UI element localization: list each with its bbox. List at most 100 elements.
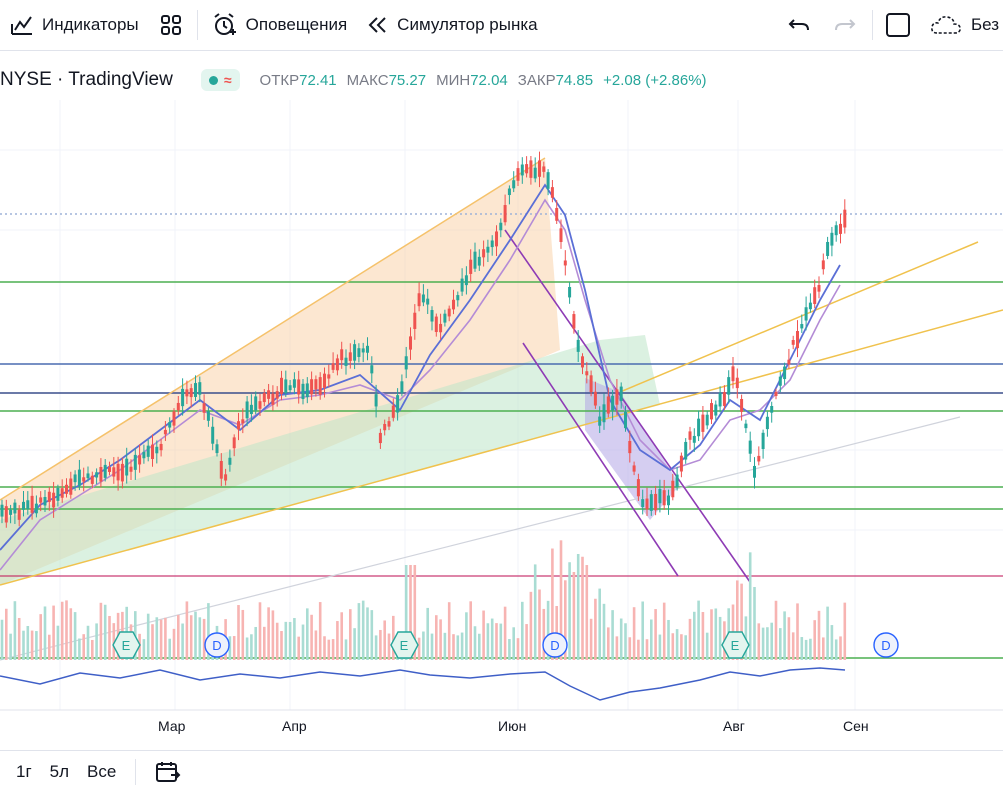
candle[interactable] [155,446,159,454]
candle[interactable] [843,209,847,228]
candle[interactable] [684,441,688,460]
candle[interactable] [383,423,387,431]
candle[interactable] [409,336,412,350]
candle[interactable] [198,382,202,395]
candle[interactable] [331,363,335,370]
candle[interactable] [194,383,197,397]
candle[interactable] [460,278,464,292]
candle[interactable] [464,275,468,286]
candle[interactable] [159,443,163,451]
status-badge[interactable]: ≈ [200,69,240,91]
candle[interactable] [69,478,73,495]
candle[interactable] [172,411,176,426]
dividend-marker[interactable]: D [542,632,568,658]
candle[interactable] [701,414,705,432]
candle[interactable] [417,293,421,307]
candle[interactable] [258,401,262,409]
candle[interactable] [658,488,662,504]
candle[interactable] [391,405,395,418]
candle[interactable] [593,391,597,406]
candle[interactable] [52,492,56,508]
candle[interactable] [275,391,279,399]
save-cloud-button[interactable]: Без [919,0,1003,50]
range-all-button[interactable]: Все [87,762,117,781]
candle[interactable] [636,479,640,497]
candle[interactable] [237,421,240,430]
candle[interactable] [735,377,739,389]
candle[interactable] [310,379,314,395]
candle[interactable] [550,187,554,198]
candle[interactable] [503,205,507,223]
fullscreen-button[interactable] [877,0,919,50]
candle[interactable] [434,316,438,333]
candle[interactable] [189,388,193,398]
layouts-button[interactable] [149,0,193,50]
candle[interactable] [581,356,584,368]
candle[interactable] [839,223,842,234]
candle[interactable] [439,323,443,333]
candle[interactable] [249,404,253,415]
candle[interactable] [224,474,228,481]
candle[interactable] [804,307,808,321]
candle[interactable] [65,484,68,494]
candle[interactable] [13,502,17,514]
candle[interactable] [292,379,296,388]
candle[interactable] [396,395,400,413]
candle[interactable] [314,379,318,390]
candle[interactable] [262,393,266,403]
candle[interactable] [284,379,288,394]
candle[interactable] [598,416,602,426]
event-markers[interactable]: E D E D E D [112,631,899,659]
candle[interactable] [525,164,529,174]
earnings-marker[interactable]: E [112,631,141,659]
candle[interactable] [116,463,120,481]
candle[interactable] [206,411,210,421]
candlestick-series[interactable] [0,151,847,528]
candle[interactable] [697,418,701,437]
candle[interactable] [400,381,404,393]
candle[interactable] [662,490,666,506]
candle[interactable] [774,391,778,396]
candle[interactable] [477,256,481,266]
candle[interactable] [791,340,795,345]
candle[interactable] [641,499,645,507]
replay-button[interactable]: Симулятор рынка [357,0,547,50]
candle[interactable] [120,463,124,482]
candle[interactable] [267,390,271,399]
candle[interactable] [645,498,649,510]
candle[interactable] [0,504,4,517]
trend-lines[interactable] [0,157,1003,661]
candle[interactable] [576,339,580,352]
candle[interactable] [757,455,761,462]
candle[interactable] [241,419,245,424]
candle[interactable] [671,480,675,498]
candle[interactable] [469,259,473,274]
candle[interactable] [516,168,520,181]
candle[interactable] [9,509,13,515]
candle[interactable] [628,440,632,454]
candle[interactable] [39,497,43,503]
candle[interactable] [555,207,559,221]
candle[interactable] [90,475,94,484]
candle[interactable] [374,394,378,407]
candle[interactable] [821,260,825,270]
candle[interactable] [288,385,292,391]
candle[interactable] [456,295,460,301]
candle[interactable] [86,473,90,479]
candle[interactable] [727,377,731,395]
candle[interactable] [452,299,455,310]
candle[interactable] [619,386,623,401]
candle[interactable] [378,432,382,444]
candle[interactable] [344,357,348,366]
candle[interactable] [761,432,765,450]
candle[interactable] [559,228,563,242]
moving-average-slow[interactable] [0,198,841,571]
candle[interactable] [413,312,417,329]
candle[interactable] [692,435,696,443]
candle[interactable] [151,444,154,459]
candle[interactable] [228,457,232,465]
candle[interactable] [765,416,769,430]
candle[interactable] [361,348,365,353]
candle[interactable] [589,375,593,393]
candle[interactable] [327,374,331,379]
